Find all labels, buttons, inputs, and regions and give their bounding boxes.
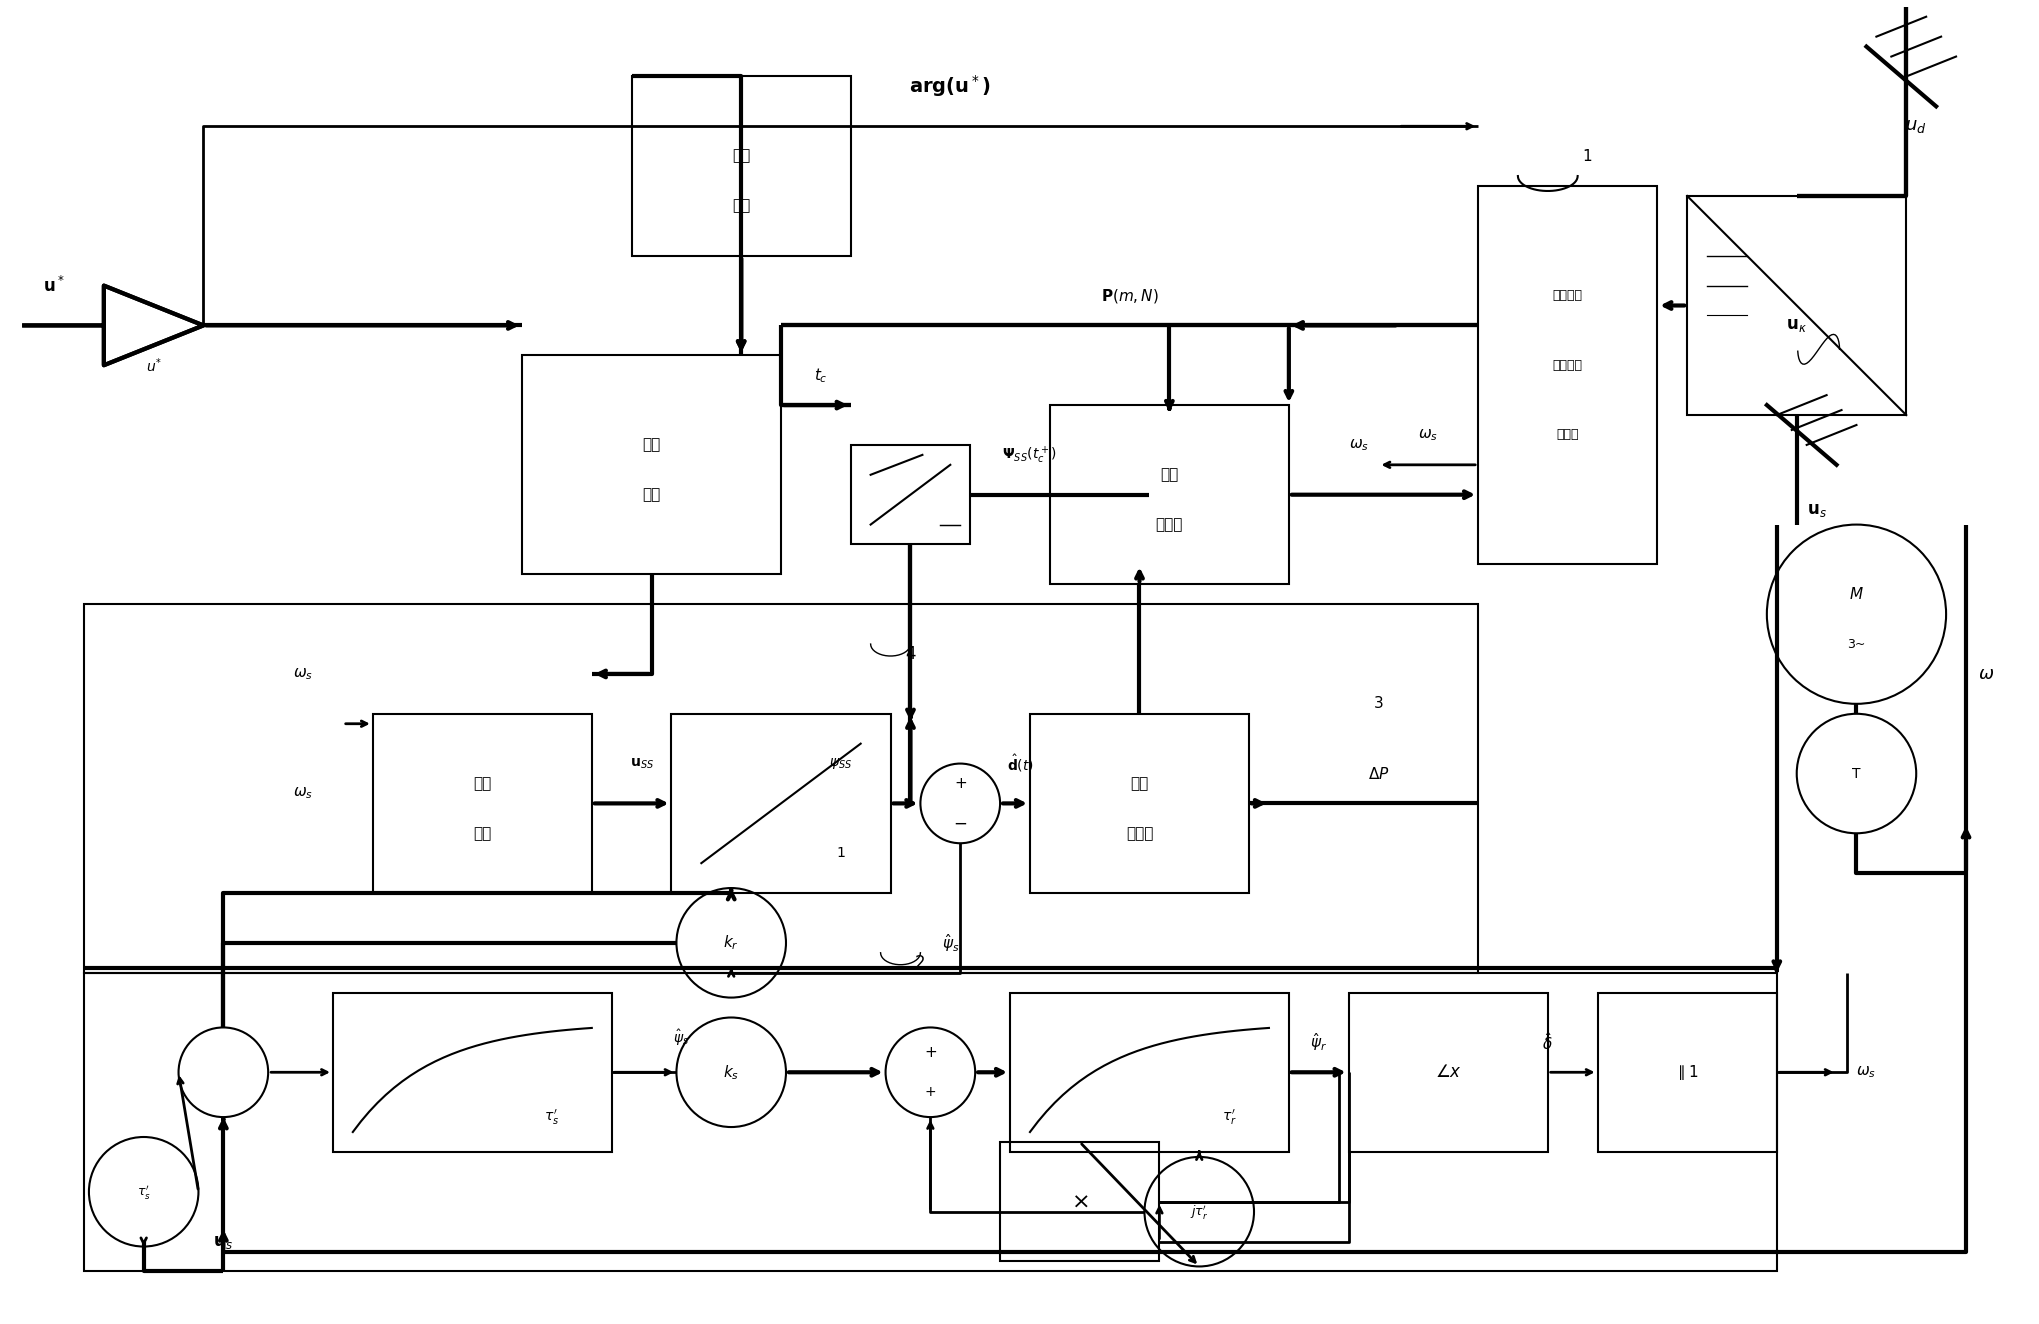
Bar xyxy=(84,973,1776,1271)
Bar xyxy=(373,714,591,892)
Text: 1: 1 xyxy=(1582,148,1592,164)
Text: 脉冲宽度: 脉冲宽度 xyxy=(1552,359,1582,372)
Text: 调制器: 调制器 xyxy=(1556,429,1578,441)
Text: $u_d$: $u_d$ xyxy=(1904,118,1927,135)
Text: $\omega_s$: $\omega_s$ xyxy=(294,666,312,682)
Bar xyxy=(671,714,891,892)
Bar xyxy=(1009,993,1289,1152)
Text: 模式: 模式 xyxy=(732,199,750,213)
Bar xyxy=(1686,196,1904,414)
Text: 4: 4 xyxy=(905,645,916,663)
Text: $\hat{\psi}_r$: $\hat{\psi}_r$ xyxy=(1309,1031,1327,1054)
Bar xyxy=(632,77,850,256)
Text: $\omega$: $\omega$ xyxy=(1978,665,1992,683)
Text: $\mathbf{\Psi}_{SS}(t_c^+)$: $\mathbf{\Psi}_{SS}(t_c^+)$ xyxy=(1001,445,1056,466)
Text: $\tau_r'$: $\tau_r'$ xyxy=(1221,1107,1236,1127)
Text: 3: 3 xyxy=(1372,696,1382,711)
Bar xyxy=(84,604,1478,973)
Text: 2: 2 xyxy=(916,953,926,972)
Text: $t_c$: $t_c$ xyxy=(814,365,828,384)
Text: $k_s$: $k_s$ xyxy=(722,1063,738,1082)
Text: $\mathbf{P}(m, N)$: $\mathbf{P}(m, N)$ xyxy=(1101,286,1158,305)
Text: 静态: 静态 xyxy=(473,776,491,790)
Text: $k_r$: $k_r$ xyxy=(724,933,738,952)
Text: M: M xyxy=(1849,587,1862,602)
Bar xyxy=(999,1143,1158,1262)
Bar xyxy=(1478,185,1656,564)
Bar xyxy=(1348,993,1548,1152)
Text: $\omega_s$: $\omega_s$ xyxy=(1348,437,1368,453)
Polygon shape xyxy=(24,286,204,365)
Bar xyxy=(1030,714,1248,892)
Text: 模式: 模式 xyxy=(642,437,661,453)
Text: $j\tau_r'$: $j\tau_r'$ xyxy=(1189,1202,1207,1221)
Text: $\hat{\psi}_s$: $\hat{\psi}_s$ xyxy=(673,1027,689,1047)
Text: 轨迹: 轨迹 xyxy=(1130,776,1148,790)
Text: $\mathbf{u}_s$: $\mathbf{u}_s$ xyxy=(1807,500,1825,519)
Text: 序列: 序列 xyxy=(473,826,491,841)
Text: $\parallel 1$: $\parallel 1$ xyxy=(1674,1063,1698,1082)
Text: 3~: 3~ xyxy=(1847,638,1866,650)
Bar xyxy=(1597,993,1776,1152)
Text: 模式: 模式 xyxy=(1160,467,1179,482)
Text: $\mathbf{u}^*$: $\mathbf{u}^*$ xyxy=(43,275,65,295)
Text: $\hat{\delta}$: $\hat{\delta}$ xyxy=(1541,1031,1552,1054)
Text: −: − xyxy=(952,814,966,833)
Bar xyxy=(522,355,781,575)
Text: $\mathbf{u}_s$: $\mathbf{u}_s$ xyxy=(214,1233,232,1251)
Text: 修正器: 修正器 xyxy=(1156,518,1183,532)
Text: 选择: 选择 xyxy=(642,487,661,502)
Text: $\omega_s$: $\omega_s$ xyxy=(294,785,312,801)
Text: $\angle x$: $\angle x$ xyxy=(1433,1063,1460,1082)
Text: 同步最优: 同步最优 xyxy=(1552,289,1582,302)
Text: $\mathbf{u}_\kappa$: $\mathbf{u}_\kappa$ xyxy=(1786,316,1807,335)
Text: +: + xyxy=(924,1045,936,1059)
Text: $\omega_s$: $\omega_s$ xyxy=(1855,1064,1876,1080)
Text: $\omega_s$: $\omega_s$ xyxy=(1417,428,1437,442)
Text: $\hat{\psi}_s$: $\hat{\psi}_s$ xyxy=(942,932,958,953)
Text: $\Delta P$: $\Delta P$ xyxy=(1366,765,1389,781)
Text: $u^{*}$: $u^{*}$ xyxy=(145,356,161,375)
Bar xyxy=(332,993,612,1152)
Text: 1: 1 xyxy=(836,846,844,861)
Text: +: + xyxy=(924,1086,936,1099)
Text: $\hat{\mathbf{d}}(t)$: $\hat{\mathbf{d}}(t)$ xyxy=(1005,753,1034,775)
Text: +: + xyxy=(954,776,966,790)
Text: $\times$: $\times$ xyxy=(1070,1192,1089,1211)
Bar xyxy=(1050,405,1289,584)
Text: T: T xyxy=(1851,767,1860,781)
Bar xyxy=(850,445,971,544)
Text: $\mathbf{u}_{SS}$: $\mathbf{u}_{SS}$ xyxy=(630,756,652,771)
Text: $\psi_{SS}$: $\psi_{SS}$ xyxy=(828,756,852,771)
Text: arg($\mathbf{u}^*$): arg($\mathbf{u}^*$) xyxy=(909,73,991,99)
Text: $\tau_s'$: $\tau_s'$ xyxy=(544,1107,559,1127)
Text: $\tau_s'$: $\tau_s'$ xyxy=(137,1182,151,1201)
Text: 优化: 优化 xyxy=(732,148,750,164)
Text: 控制器: 控制器 xyxy=(1126,826,1152,841)
